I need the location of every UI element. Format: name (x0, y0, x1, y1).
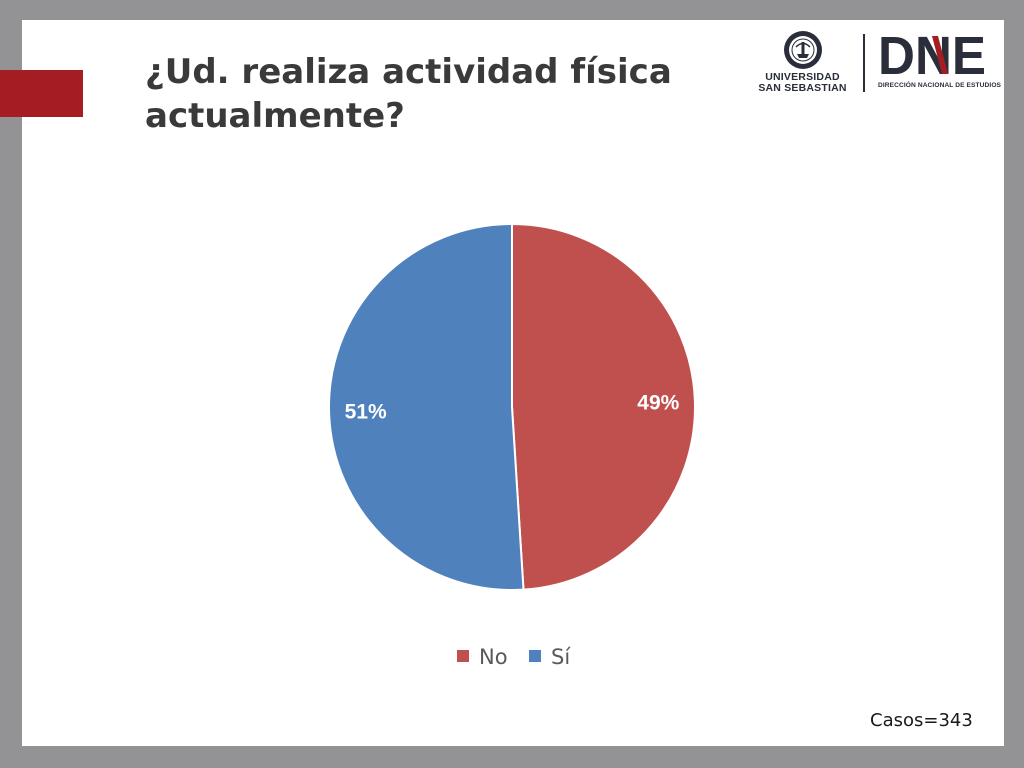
university-seal-icon (783, 31, 822, 69)
pie-slice-si (328, 222, 525, 591)
legend-swatch-no (457, 650, 469, 662)
title-line-1: ¿Ud. realiza actividad física (145, 52, 672, 92)
data-label-si: 51% (345, 401, 387, 424)
pie-slice-no (511, 222, 696, 591)
legend-swatch-si (529, 650, 541, 662)
legend-label-si: Sí (551, 645, 571, 669)
dne-accent-stroke (932, 36, 948, 74)
uss-logo: UNIVERSIDAD SAN SEBASTIAN (750, 30, 855, 96)
logo-divider (863, 34, 865, 92)
data-label-no: 49% (637, 391, 679, 414)
dne-logo: DNE DIRECCIÓN NACIONAL DE ESTUDIOS (878, 26, 1002, 96)
dne-wordmark: DNE (878, 26, 986, 86)
dne-subtitle: DIRECCIÓN NACIONAL DE ESTUDIOS (878, 82, 1002, 89)
casos-count: Casos=343 (870, 710, 973, 731)
title-line-2: actualmente? (145, 96, 405, 136)
legend-label-no: No (479, 645, 508, 669)
logos: UNIVERSIDAD SAN SEBASTIAN DNE DIRECCIÓN … (750, 26, 1002, 100)
slide-title: ¿Ud. realiza actividad física actualment… (145, 50, 745, 138)
accent-bar (0, 70, 83, 117)
university-name: UNIVERSIDAD SAN SEBASTIAN (758, 71, 847, 94)
